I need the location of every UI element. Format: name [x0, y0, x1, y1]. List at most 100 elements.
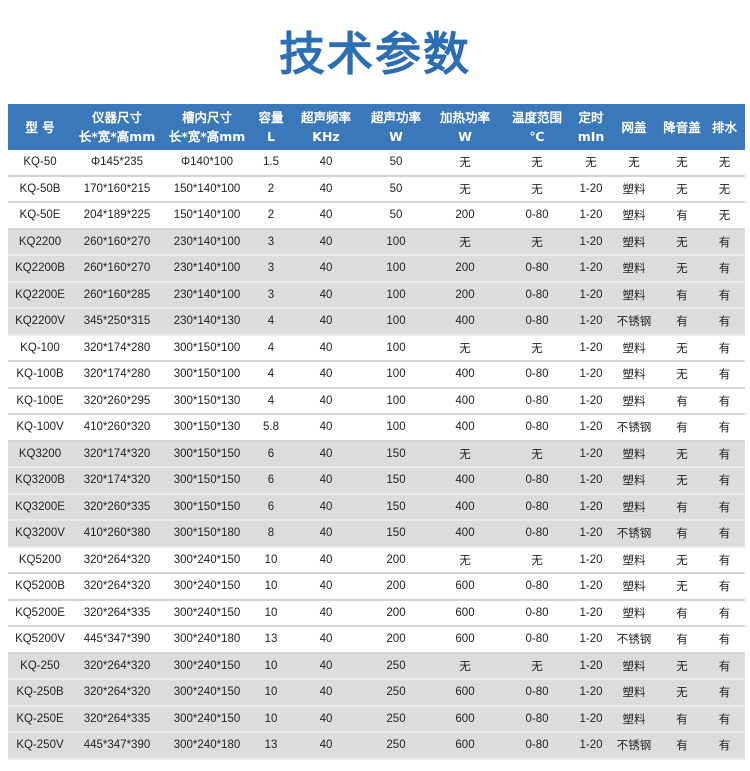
cell-model: KQ-100 — [8, 334, 72, 362]
cell-capacity: 2 — [252, 175, 290, 203]
cell-drain: 有 — [704, 440, 745, 468]
cell-capacity: 10 — [252, 573, 290, 601]
header-heating-power-line: W — [458, 129, 472, 144]
cell-timer: 1-20 — [574, 520, 608, 548]
header-timer-line: mIn — [577, 129, 605, 144]
cell-noise-cover: 无 — [660, 546, 704, 574]
cell-noise-cover: 无 — [660, 440, 704, 468]
cell-model: KQ-50B — [8, 175, 72, 203]
cell-model: KQ-250V — [8, 732, 72, 760]
cell-frequency: 40 — [290, 546, 362, 574]
cell-ultrasonic-power: 250 — [362, 732, 430, 760]
cell-drain: 有 — [704, 573, 745, 601]
cell-outer-size: 410*260*380 — [72, 520, 162, 548]
cell-outer-size: 320*174*280 — [72, 334, 162, 362]
cell-frequency: 40 — [290, 467, 362, 495]
cell-tank-size: 150*140*100 — [162, 175, 252, 203]
cell-frequency: 40 — [290, 520, 362, 548]
cell-timer: 1-20 — [574, 175, 608, 203]
cell-ultrasonic-power: 150 — [362, 440, 430, 468]
cell-timer: 无 — [574, 150, 608, 177]
cell-mesh-cover: 塑料 — [608, 546, 660, 574]
table-row: KQ-100E 320*260*295 300*150*130 4 40 100 400 0-… — [8, 387, 745, 415]
cell-timer: 1-20 — [574, 255, 608, 283]
cell-ultrasonic-power: 150 — [362, 520, 430, 548]
cell-tank-size: 300*150*150 — [162, 440, 252, 468]
cell-tank-size: 300*150*130 — [162, 414, 252, 442]
cell-heating-power: 400 — [430, 493, 500, 521]
cell-model: KQ-100B — [8, 361, 72, 389]
cell-outer-size: Φ145*235 — [72, 150, 162, 177]
cell-frequency: 40 — [290, 228, 362, 256]
cell-outer-size: 320*264*320 — [72, 679, 162, 707]
header-drain-line: 排水 — [711, 119, 737, 135]
cell-heating-power: 无 — [430, 228, 500, 256]
cell-frequency: 40 — [290, 414, 362, 442]
cell-mesh-cover: 塑料 — [608, 467, 660, 495]
header-timer: 定时 mIn — [574, 104, 608, 150]
cell-timer: 1-20 — [574, 308, 608, 336]
cell-frequency: 40 — [290, 732, 362, 760]
cell-noise-cover: 有 — [660, 705, 704, 733]
cell-temperature-range: 0-80 — [500, 255, 574, 283]
cell-heating-power: 600 — [430, 679, 500, 707]
cell-timer: 1-20 — [574, 440, 608, 468]
table-header: 型 号仪器尺寸 长*宽*高mm 槽内尺寸 长*宽*高mm 容量 L 超声频率 KHz 超声功率 W… — [8, 104, 745, 150]
cell-tank-size: 300*240*150 — [162, 679, 252, 707]
cell-heating-power: 600 — [430, 573, 500, 601]
cell-ultrasonic-power: 50 — [362, 202, 430, 230]
cell-frequency: 40 — [290, 679, 362, 707]
cell-heating-power: 无 — [430, 150, 500, 177]
header-temperature-range: 温度范围 ℃ — [500, 104, 574, 150]
cell-capacity: 10 — [252, 705, 290, 733]
cell-temperature-range: 0-80 — [500, 281, 574, 309]
cell-temperature-range: 0-80 — [500, 573, 574, 601]
cell-frequency: 40 — [290, 573, 362, 601]
cell-drain: 无 — [704, 150, 745, 177]
cell-drain: 有 — [704, 679, 745, 707]
cell-capacity: 6 — [252, 493, 290, 521]
cell-temperature-range: 无 — [500, 440, 574, 468]
table-row: KQ-250B 320*264*320 300*240*150 10 40 250 600 0… — [8, 679, 745, 707]
header-ultrasonic-power-line: 超声功率 — [370, 110, 421, 125]
cell-model: KQ-100E — [8, 387, 72, 415]
cell-outer-size: 320*260*335 — [72, 493, 162, 521]
cell-noise-cover: 无 — [660, 255, 704, 283]
cell-timer: 1-20 — [574, 334, 608, 362]
cell-temperature-range: 无 — [500, 150, 574, 177]
cell-ultrasonic-power: 100 — [362, 334, 430, 362]
cell-model: KQ-250B — [8, 679, 72, 707]
cell-mesh-cover: 塑料 — [608, 679, 660, 707]
cell-drain: 无 — [704, 175, 745, 203]
cell-heating-power: 600 — [430, 626, 500, 654]
cell-model: KQ2200V — [8, 308, 72, 336]
cell-mesh-cover: 塑料 — [608, 361, 660, 389]
header-outer-size-line: 仪器尺寸 — [91, 110, 142, 125]
header-frequency: 超声频率 KHz — [290, 104, 362, 150]
cell-drain: 有 — [704, 705, 745, 733]
cell-outer-size: 320*174*280 — [72, 361, 162, 389]
header-frequency-line: 超声频率 — [300, 110, 351, 125]
cell-ultrasonic-power: 150 — [362, 493, 430, 521]
cell-temperature-range: 0-80 — [500, 732, 574, 760]
cell-ultrasonic-power: 100 — [362, 361, 430, 389]
cell-heating-power: 无 — [430, 440, 500, 468]
cell-capacity: 13 — [252, 626, 290, 654]
cell-model: KQ-50E — [8, 202, 72, 230]
cell-frequency: 40 — [290, 202, 362, 230]
cell-temperature-range: 0-80 — [500, 626, 574, 654]
cell-outer-size: 320*264*320 — [72, 652, 162, 680]
cell-noise-cover: 有 — [660, 281, 704, 309]
cell-outer-size: 320*174*320 — [72, 440, 162, 468]
cell-timer: 1-20 — [574, 705, 608, 733]
cell-capacity: 3 — [252, 255, 290, 283]
spec-table: 型 号仪器尺寸 长*宽*高mm 槽内尺寸 长*宽*高mm 容量 L 超声频率 KHz 超声功率 W… — [8, 104, 745, 760]
cell-mesh-cover: 塑料 — [608, 175, 660, 203]
cell-noise-cover: 有 — [660, 493, 704, 521]
cell-model: KQ2200 — [8, 228, 72, 256]
cell-noise-cover: 无 — [660, 361, 704, 389]
table-row: KQ-100 320*174*280 300*150*100 4 40 100 无无 1-20… — [8, 334, 745, 362]
table-row: KQ-50 Φ145*235 Φ140*100 1.5 40 50 无无无无无无 — [8, 150, 745, 177]
cell-ultrasonic-power: 100 — [362, 281, 430, 309]
cell-timer: 1-20 — [574, 732, 608, 760]
